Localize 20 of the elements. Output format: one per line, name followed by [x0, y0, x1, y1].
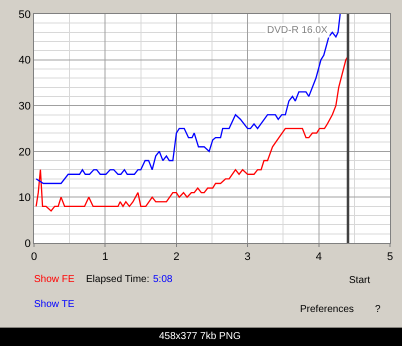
x-tick-label: 5 [386, 251, 394, 264]
text: Show TE [34, 299, 75, 310]
y-tick-label: 30 [18, 100, 31, 112]
text: Elapsed Time: [86, 274, 150, 285]
text: Start [349, 275, 370, 286]
text: ? [375, 304, 381, 315]
y-tick-label: 0 [24, 238, 31, 250]
x-tick-label: 3 [244, 251, 251, 264]
x-tick-label: 4 [316, 251, 322, 264]
y-tick-label: 10 [18, 192, 31, 204]
text: 5:08 [153, 274, 173, 285]
y-tick-label: 20 [18, 146, 31, 158]
text: 458x377 7kb PNG [159, 331, 241, 342]
x-tick-label: 1 [102, 251, 108, 264]
annotation: DVD-R 16.0X [267, 25, 328, 36]
text: Show FE [34, 274, 75, 285]
y-tick-label: 40 [18, 54, 31, 67]
x-tick-label: 2 [173, 251, 180, 264]
text: Preferences [300, 304, 354, 315]
y-tick-label: 50 [18, 8, 31, 21]
